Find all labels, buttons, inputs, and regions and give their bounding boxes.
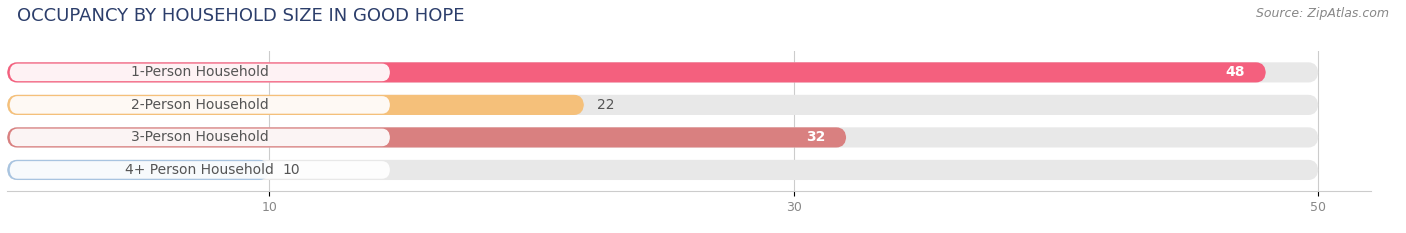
FancyBboxPatch shape	[10, 96, 389, 114]
FancyBboxPatch shape	[7, 62, 1319, 82]
FancyBboxPatch shape	[10, 64, 389, 81]
Text: OCCUPANCY BY HOUSEHOLD SIZE IN GOOD HOPE: OCCUPANCY BY HOUSEHOLD SIZE IN GOOD HOPE	[17, 7, 464, 25]
Text: 22: 22	[598, 98, 614, 112]
Text: 2-Person Household: 2-Person Household	[131, 98, 269, 112]
FancyBboxPatch shape	[7, 62, 1265, 82]
Text: 3-Person Household: 3-Person Household	[131, 130, 269, 144]
Text: 48: 48	[1226, 65, 1244, 79]
FancyBboxPatch shape	[10, 129, 389, 146]
Text: 4+ Person Household: 4+ Person Household	[125, 163, 274, 177]
FancyBboxPatch shape	[7, 127, 1319, 147]
FancyBboxPatch shape	[7, 160, 1319, 180]
FancyBboxPatch shape	[7, 127, 846, 147]
FancyBboxPatch shape	[10, 161, 389, 179]
Text: 10: 10	[283, 163, 299, 177]
Text: Source: ZipAtlas.com: Source: ZipAtlas.com	[1256, 7, 1389, 20]
FancyBboxPatch shape	[7, 160, 270, 180]
FancyBboxPatch shape	[7, 95, 1319, 115]
Text: 32: 32	[806, 130, 825, 144]
Text: 1-Person Household: 1-Person Household	[131, 65, 269, 79]
FancyBboxPatch shape	[7, 95, 583, 115]
